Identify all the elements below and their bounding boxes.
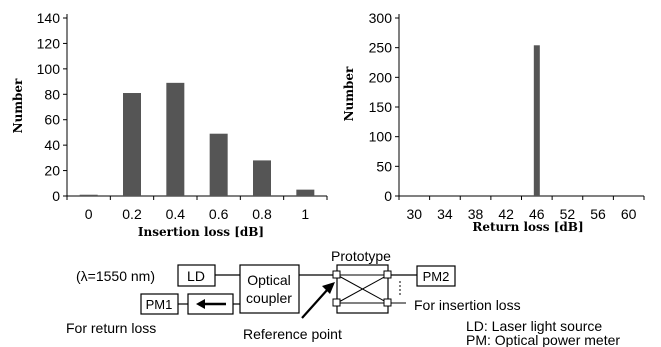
- x-tick-label: 46: [529, 206, 545, 222]
- x-tick-label: 0.4: [166, 206, 186, 222]
- port-marker: [332, 270, 341, 279]
- y-tick-label: 60: [44, 112, 60, 128]
- x-tick-label: 0.2: [122, 206, 142, 222]
- coupler-label-line2: coupler: [246, 290, 292, 306]
- y-tick-label: 200: [369, 69, 393, 85]
- y-tick-label: 140: [37, 10, 61, 26]
- reference-pointer: [301, 288, 329, 319]
- pm2-box: [416, 265, 456, 287]
- y-tick-label: 100: [37, 61, 61, 77]
- prototype-box: [336, 264, 389, 314]
- x-axis-title: Return loss [dB]: [472, 220, 583, 234]
- prototype-waveguide: [336, 274, 389, 304]
- y-tick-label: 300: [369, 10, 393, 26]
- x-tick-label: 60: [621, 206, 637, 222]
- y-tick-label: 40: [44, 137, 60, 153]
- bar-0.6: [209, 133, 228, 196]
- x-axis-title: Insertion loss [dB]: [138, 225, 264, 239]
- x-tick-label: 0.6: [209, 206, 229, 222]
- ld-label: LD: [187, 268, 205, 284]
- legend-pm: PM: Optical power meter: [466, 332, 620, 347]
- x-tick-label: 34: [437, 206, 453, 222]
- prototype-label: Prototype: [331, 248, 391, 264]
- y-tick-label: 0: [52, 188, 60, 204]
- y-tick-label: 50: [376, 158, 392, 174]
- x-tick-label: 56: [590, 206, 606, 222]
- pm1-label: PM1: [146, 297, 173, 312]
- bar-0.2: [123, 93, 141, 196]
- port-marker: [332, 298, 341, 307]
- reference-arrowhead-icon: [322, 282, 335, 294]
- measurement-setup-diagram: (λ=1550 nm) LD PM1 Optical coupler Proto…: [66, 248, 620, 347]
- y-tick-label: 250: [369, 40, 393, 56]
- left-arrowhead-icon: [196, 299, 205, 309]
- y-tick-label: 20: [44, 163, 60, 179]
- x-tick-label: 38: [468, 206, 484, 222]
- bar-0.4: [166, 82, 185, 196]
- insertion-loss-note: For insertion loss: [414, 297, 521, 313]
- optical-coupler-box: [239, 264, 300, 314]
- x-tick-label: 30: [407, 206, 423, 222]
- port-marker: [383, 270, 392, 279]
- x-tick-label: 0: [85, 206, 93, 222]
- port-marker: [383, 298, 392, 307]
- return-loss-chart: 0 50 100 150 200 250 300 30 34 38 42 46 52 56 60 Numb…: [342, 10, 645, 234]
- pm2-label: PM2: [423, 269, 450, 284]
- reference-point-label: Reference point: [243, 326, 342, 342]
- bar-0: [79, 194, 98, 196]
- insertion-loss-chart: 0 20 40 60 80 100 120 140 0 0.2 0.4 0.6 0.8 1 Number…: [11, 10, 328, 239]
- return-loss-note: For return loss: [66, 320, 156, 336]
- coupler-label-line1: Optical: [247, 272, 291, 288]
- y-axis-title: Number: [342, 66, 356, 121]
- y-axis-title: Number: [11, 78, 25, 133]
- bar-46: [533, 45, 540, 196]
- y-tick-label: 0: [384, 188, 392, 204]
- x-tick-label: 42: [498, 206, 514, 222]
- y-tick-label: 150: [369, 99, 393, 115]
- y-tick-label: 80: [44, 86, 60, 102]
- x-tick-label: 0.8: [252, 206, 272, 222]
- x-tick-label: 52: [560, 206, 576, 222]
- bar-1: [296, 189, 315, 196]
- y-tick-label: 120: [37, 35, 61, 51]
- y-tick-label: 100: [369, 129, 393, 145]
- x-tick-label: 1: [301, 206, 309, 222]
- bar-0.8: [253, 160, 271, 196]
- legend-ld: LD: Laser light source: [466, 318, 602, 334]
- wavelength-label: (λ=1550 nm): [76, 268, 155, 284]
